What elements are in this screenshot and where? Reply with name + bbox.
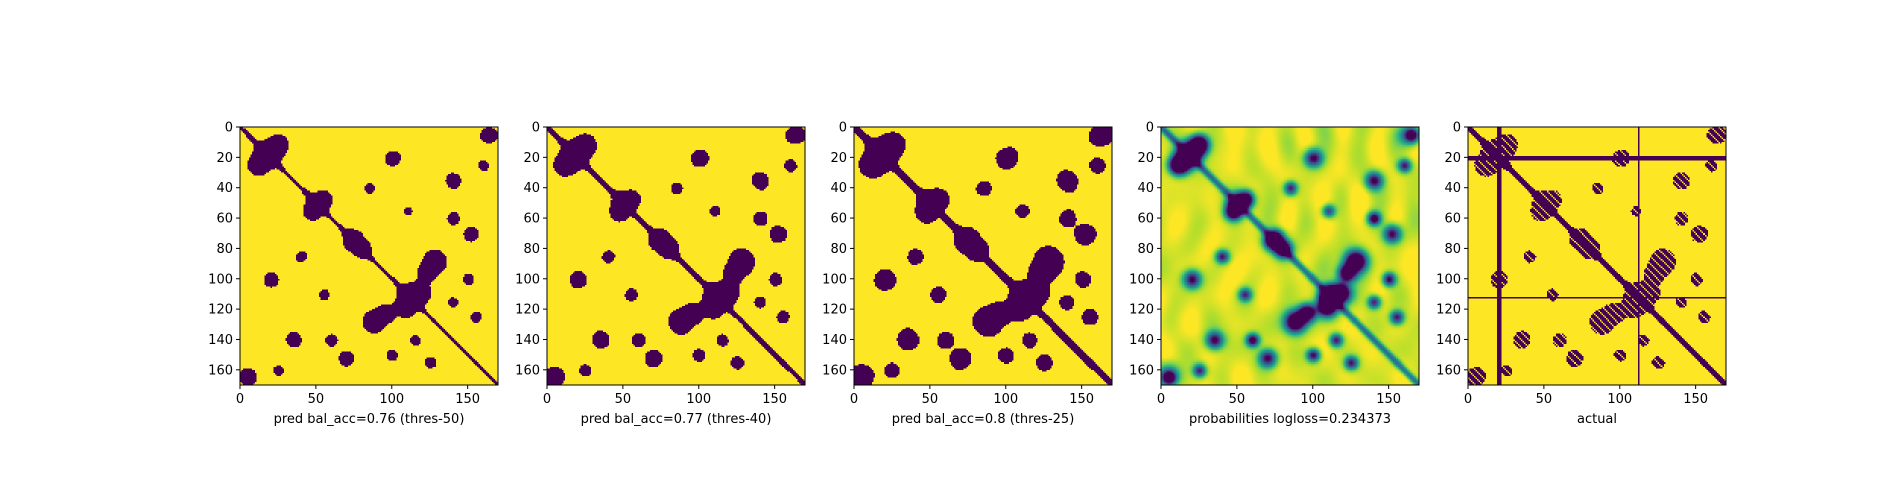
plot-frame [1160, 126, 1420, 386]
x-axis-label: pred bal_acc=0.76 (thres-50) [274, 412, 465, 427]
x-tick-label: 0 [543, 392, 551, 407]
plot-frame [239, 126, 499, 386]
y-tick-label: 20 [216, 151, 233, 166]
y-tick-label: 40 [523, 181, 540, 196]
y-tick-label: 0 [532, 121, 540, 136]
y-tick-label: 80 [830, 242, 847, 257]
x-tick-label: 0 [1157, 392, 1165, 407]
y-tick-label: 20 [830, 151, 847, 166]
y-tick-label: 60 [1137, 212, 1154, 227]
y-tick-label: 160 [822, 363, 847, 378]
x-tick-label: 0 [236, 392, 244, 407]
x-tick-label: 100 [686, 392, 711, 407]
y-tick-label: 160 [208, 363, 233, 378]
y-tick-label: 40 [830, 181, 847, 196]
y-tick-label: 40 [216, 181, 233, 196]
y-tick-label: 60 [830, 212, 847, 227]
heatmap-image [1161, 127, 1419, 385]
y-tick-label: 160 [515, 363, 540, 378]
x-tick-label: 50 [1229, 392, 1246, 407]
y-tick-label: 120 [822, 303, 847, 318]
plot-frame [1467, 126, 1727, 386]
x-tick-label: 50 [922, 392, 939, 407]
x-tick-label: 0 [850, 392, 858, 407]
heatmap-panel-2: 0 50 100 150 0 20 40 60 80 100 120 140 160 pred bal_a… [515, 121, 806, 427]
heatmap-panel-1: 0 50 100 150 0 20 40 60 80 100 120 140 160 pred bal_a… [208, 121, 499, 427]
y-tick-label: 60 [523, 212, 540, 227]
x-tick-label: 0 [1464, 392, 1472, 407]
heatmap-panel-5: 0 50 100 150 0 20 40 60 80 100 120 140 160 actual [1436, 121, 1727, 427]
x-axis-label: pred bal_acc=0.8 (thres-25) [892, 412, 1075, 427]
y-tick-label: 20 [1137, 151, 1154, 166]
y-tick-label: 20 [1444, 151, 1461, 166]
y-tick-label: 0 [1453, 121, 1461, 136]
y-tick-label: 120 [1129, 303, 1154, 318]
y-tick-label: 100 [515, 272, 540, 287]
y-tick-label: 140 [208, 333, 233, 348]
plot-frame [546, 126, 806, 386]
y-tick-label: 60 [1444, 212, 1461, 227]
heatmap-image [1468, 127, 1726, 385]
heatmap-image [547, 127, 805, 385]
y-tick-label: 60 [216, 212, 233, 227]
y-tick-label: 80 [523, 242, 540, 257]
x-tick-label: 100 [993, 392, 1018, 407]
y-tick-label: 0 [225, 121, 233, 136]
y-tick-label: 100 [822, 272, 847, 287]
plot-frame [853, 126, 1113, 386]
y-tick-label: 0 [1146, 121, 1154, 136]
x-tick-label: 150 [1376, 392, 1401, 407]
y-tick-label: 120 [208, 303, 233, 318]
y-tick-label: 120 [1436, 303, 1461, 318]
y-tick-label: 160 [1129, 363, 1154, 378]
y-tick-label: 140 [822, 333, 847, 348]
y-tick-label: 80 [1137, 242, 1154, 257]
heatmap-image [240, 127, 498, 385]
y-tick-label: 80 [216, 242, 233, 257]
x-tick-label: 50 [1536, 392, 1553, 407]
y-tick-label: 100 [1129, 272, 1154, 287]
x-axis-label: actual [1577, 412, 1617, 427]
y-tick-label: 100 [1436, 272, 1461, 287]
x-tick-label: 100 [1607, 392, 1632, 407]
y-tick-label: 140 [1129, 333, 1154, 348]
y-tick-label: 20 [523, 151, 540, 166]
y-tick-label: 140 [515, 333, 540, 348]
x-tick-label: 150 [762, 392, 787, 407]
y-tick-label: 0 [839, 121, 847, 136]
y-tick-label: 40 [1137, 181, 1154, 196]
x-axis-label: pred bal_acc=0.77 (thres-40) [581, 412, 772, 427]
x-tick-label: 150 [1683, 392, 1708, 407]
x-axis-label: probabilities logloss=0.234373 [1189, 412, 1391, 427]
y-tick-label: 120 [515, 303, 540, 318]
y-tick-label: 140 [1436, 333, 1461, 348]
heatmap-panel-4: 0 50 100 150 0 20 40 60 80 100 120 140 160 probabilit… [1129, 121, 1420, 427]
x-tick-label: 50 [308, 392, 325, 407]
y-tick-label: 100 [208, 272, 233, 287]
x-tick-label: 100 [1300, 392, 1325, 407]
x-tick-label: 100 [379, 392, 404, 407]
y-tick-label: 160 [1436, 363, 1461, 378]
y-tick-label: 40 [1444, 181, 1461, 196]
y-tick-label: 80 [1444, 242, 1461, 257]
x-tick-label: 50 [615, 392, 632, 407]
x-tick-label: 150 [1069, 392, 1094, 407]
x-tick-label: 150 [455, 392, 480, 407]
heatmap-image [854, 127, 1112, 385]
heatmap-panel-3: 0 50 100 150 0 20 40 60 80 100 120 140 160 pred bal_a… [822, 121, 1113, 427]
